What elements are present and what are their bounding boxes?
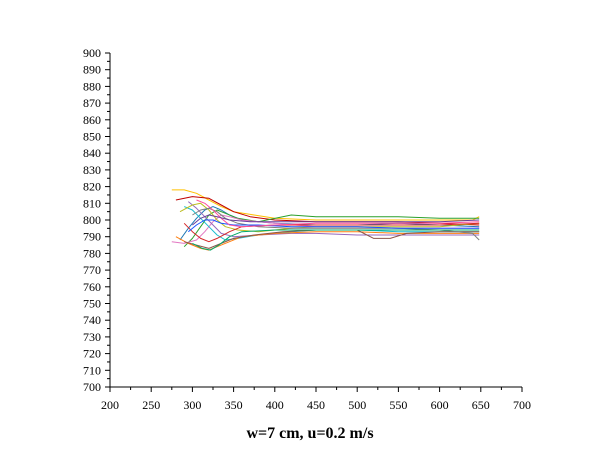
series-line-1 — [171, 189, 480, 221]
y-tick-label: 880 — [83, 79, 101, 93]
series-line-11 — [183, 222, 480, 243]
series-line-6 — [184, 206, 480, 241]
x-tick-label: 300 — [183, 398, 201, 412]
x-tick-label: 400 — [266, 398, 284, 412]
series-lines — [171, 189, 480, 251]
series-line-9 — [184, 229, 480, 249]
y-tick-label: 790 — [83, 230, 101, 244]
x-tick-label: 350 — [225, 398, 243, 412]
series-line-8 — [175, 231, 480, 251]
y-tick-label: 870 — [83, 96, 101, 110]
y-tick-label: 860 — [83, 113, 101, 127]
series-line-2 — [175, 196, 480, 226]
series-line-10 — [179, 202, 480, 233]
series-line-16 — [192, 214, 480, 226]
y-tick-label: 770 — [83, 263, 101, 277]
y-tick-label: 700 — [83, 380, 101, 394]
series-line-14 — [192, 229, 480, 251]
x-tick-label: 250 — [142, 398, 160, 412]
y-axis-ticks: 700 710 720 730 740 750 760 770 780 790 800 810 820 8… — [83, 46, 110, 394]
y-tick-label: 780 — [83, 246, 101, 260]
x-tick-label: 200 — [101, 398, 119, 412]
y-tick-label: 810 — [83, 196, 101, 210]
x-tick-label: 650 — [472, 398, 490, 412]
y-tick-label: 710 — [83, 363, 101, 377]
y-tick-label: 840 — [83, 146, 101, 160]
x-tick-label: 500 — [348, 398, 366, 412]
y-tick-label: 900 — [83, 46, 101, 60]
y-tick-label: 730 — [83, 330, 101, 344]
x-axis-ticks: 200 250 300 350 400 450 500 550 600 650 700 — [101, 387, 531, 412]
x-tick-label: 450 — [307, 398, 325, 412]
x-tick-label: 600 — [431, 398, 449, 412]
series-line-4 — [183, 209, 480, 248]
series-line-15 — [196, 199, 480, 228]
y-tick-label: 750 — [83, 297, 101, 311]
y-tick-label: 820 — [83, 180, 101, 194]
series-line-13 — [187, 219, 480, 233]
y-tick-label: 740 — [83, 313, 101, 327]
x-tick-label: 550 — [389, 398, 407, 412]
y-tick-label: 760 — [83, 280, 101, 294]
x-tick-label: 700 — [513, 398, 531, 412]
x-axis-title: w=7 cm, u=0.2 m/s — [246, 425, 373, 442]
y-tick-label: 830 — [83, 163, 101, 177]
y-tick-label: 800 — [83, 213, 101, 227]
y-tick-label: 720 — [83, 347, 101, 361]
y-tick-label: 850 — [83, 130, 101, 144]
series-line-5 — [171, 214, 480, 244]
y-tick-label: 890 — [83, 63, 101, 77]
